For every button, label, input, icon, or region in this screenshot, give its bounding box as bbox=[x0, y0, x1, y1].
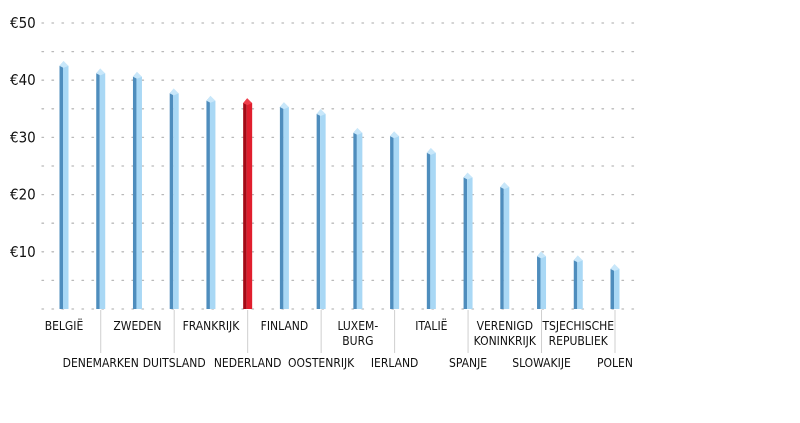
bar bbox=[206, 95, 216, 310]
y-tick-label: €50 bbox=[10, 14, 36, 32]
bar-face-dark bbox=[353, 128, 357, 309]
x-category-label: ITALIË bbox=[415, 318, 447, 333]
bar bbox=[243, 98, 253, 309]
bar-face-dark bbox=[316, 109, 321, 309]
y-tick-label: €20 bbox=[10, 186, 36, 204]
bar-face-light bbox=[246, 99, 253, 309]
bar-face-light bbox=[209, 96, 216, 310]
x-category-label: DENEMARKEN bbox=[63, 356, 139, 370]
x-category-label: FINLAND bbox=[261, 319, 309, 333]
bar-cap bbox=[96, 68, 106, 76]
x-category-label: FRANKRIJK bbox=[183, 319, 241, 333]
bar-face-dark bbox=[279, 103, 284, 309]
bar-face-light bbox=[503, 183, 510, 309]
bar-cap bbox=[463, 172, 473, 180]
bar-face-light bbox=[99, 69, 106, 309]
bar-face-light bbox=[614, 264, 620, 309]
bar bbox=[426, 147, 436, 309]
x-category-label: SLOWAKIJE bbox=[512, 356, 571, 370]
bar-face-light bbox=[136, 72, 142, 309]
y-tick-label: €30 bbox=[10, 128, 36, 146]
bar-face-dark bbox=[132, 72, 137, 309]
bar-cap bbox=[206, 95, 216, 103]
bar-cap bbox=[426, 147, 436, 155]
bar-face-light bbox=[356, 128, 363, 309]
x-category-label: POLEN bbox=[597, 356, 633, 370]
y-tick-label: €40 bbox=[10, 71, 36, 89]
bar-face-dark bbox=[573, 256, 578, 309]
bars bbox=[59, 60, 620, 310]
bar-cap bbox=[279, 102, 289, 110]
x-category-label: LUXEM-BURG bbox=[337, 319, 378, 348]
bar bbox=[463, 172, 473, 309]
bar-cap bbox=[59, 60, 69, 68]
bar bbox=[353, 127, 363, 309]
bar bbox=[132, 71, 142, 309]
x-category-label: ZWEDEN bbox=[113, 319, 161, 333]
bar-cap bbox=[500, 182, 510, 190]
bar-face-dark bbox=[206, 96, 210, 310]
bar-face-dark bbox=[390, 132, 394, 309]
bar-face-light bbox=[540, 252, 547, 309]
bar-cap bbox=[316, 108, 326, 116]
bar-cap bbox=[573, 255, 583, 263]
bar-cap bbox=[390, 131, 400, 139]
bar bbox=[96, 68, 106, 309]
bar-cap bbox=[169, 88, 179, 96]
bar-face-dark bbox=[59, 61, 63, 310]
bar-face-light bbox=[63, 61, 69, 310]
bar-cap bbox=[353, 127, 363, 135]
bar-face-light bbox=[393, 132, 400, 309]
bar bbox=[169, 88, 179, 309]
bar-face-light bbox=[577, 256, 583, 309]
bar-face-dark bbox=[96, 69, 100, 309]
bar bbox=[537, 251, 547, 309]
x-category-label: BELGIË bbox=[45, 318, 84, 333]
x-category-label: VERENIGD KONINKRIJK bbox=[474, 319, 537, 348]
bar-face-light bbox=[430, 148, 436, 309]
y-tick-label: €10 bbox=[10, 243, 36, 261]
bar bbox=[316, 108, 326, 309]
bar-face-dark bbox=[610, 264, 614, 309]
bar bbox=[610, 263, 620, 309]
bar-face-light bbox=[173, 89, 179, 309]
x-category-label: SPANJE bbox=[449, 356, 487, 370]
bar bbox=[279, 102, 289, 309]
bar-face-dark bbox=[243, 99, 247, 309]
bar bbox=[573, 255, 583, 309]
bar-cap bbox=[243, 98, 253, 106]
x-category-label: DUITSLAND bbox=[143, 356, 206, 370]
x-category-label: NEDERLAND bbox=[214, 356, 282, 370]
bar-cap bbox=[132, 71, 142, 79]
x-category-label: OOSTENRIJK bbox=[288, 356, 355, 370]
bar-cap bbox=[537, 251, 547, 259]
bar-face-dark bbox=[426, 148, 431, 309]
bar-face-dark bbox=[169, 89, 174, 309]
bar bbox=[59, 60, 69, 310]
bar-face-light bbox=[283, 103, 289, 309]
bar-face-dark bbox=[500, 183, 504, 309]
bar-face-dark bbox=[463, 173, 468, 309]
bar-face-light bbox=[467, 173, 473, 309]
x-category-label: TSJECHISCHE REPUBLIEK bbox=[541, 319, 614, 348]
x-axis-labels: BELGIË DENEMARKEN ZWEDEN DUITSLAND FRANKRIJK… bbox=[45, 318, 633, 370]
x-category-label: IERLAND bbox=[371, 356, 419, 370]
bar bbox=[390, 131, 400, 309]
bar-face-light bbox=[320, 109, 326, 309]
label-leader-lines bbox=[100, 310, 616, 353]
gridlines bbox=[41, 22, 637, 310]
bar bbox=[500, 182, 510, 309]
bar-face-dark bbox=[537, 252, 541, 309]
y-axis-ticks: €10 €20 €30 €40 €50 bbox=[10, 14, 36, 261]
bar-cap bbox=[610, 263, 620, 271]
